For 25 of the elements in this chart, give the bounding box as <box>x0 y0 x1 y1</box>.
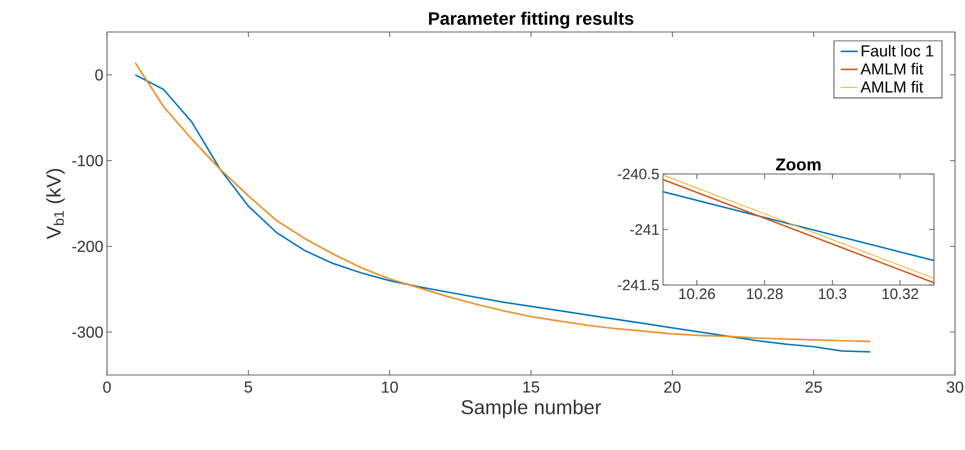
x-tick-label: 10.3 <box>818 288 846 300</box>
x-tick-label: 5 <box>244 382 252 393</box>
x-tick-label: 10.32 <box>882 288 918 300</box>
y-tick-label: -200 <box>72 240 103 252</box>
y-tick-label: 0 <box>95 69 103 81</box>
x-axis-title: Sample number <box>462 400 601 418</box>
y-tick-label: -241.5 <box>618 280 659 290</box>
legend-label: Fault loc 1 <box>862 44 934 57</box>
legend-label: AMLM fit <box>860 62 924 75</box>
chart-title: Zoom <box>776 158 821 170</box>
x-tick-label: 15 <box>523 382 540 393</box>
y-tick-label: -300 <box>72 326 103 338</box>
legend-label: AMLM fit <box>860 80 924 93</box>
y-tick-label: -240.5 <box>618 168 659 180</box>
chart-title: Parameter fitting results <box>429 12 634 28</box>
x-tick-label: 25 <box>806 382 822 393</box>
x-tick-label: 10 <box>382 382 398 393</box>
y-tick-label: -100 <box>72 154 103 166</box>
y-tick-label: -241 <box>630 224 659 235</box>
y-axis-title: V$_{b1}$ (kV) <box>46 169 65 240</box>
x-tick-label: 0 <box>103 382 111 393</box>
x-tick-label: 30 <box>946 382 964 393</box>
x-tick-label: 10.26 <box>679 288 715 300</box>
x-tick-label: 20 <box>664 382 681 393</box>
x-tick-label: 10.28 <box>747 288 783 300</box>
